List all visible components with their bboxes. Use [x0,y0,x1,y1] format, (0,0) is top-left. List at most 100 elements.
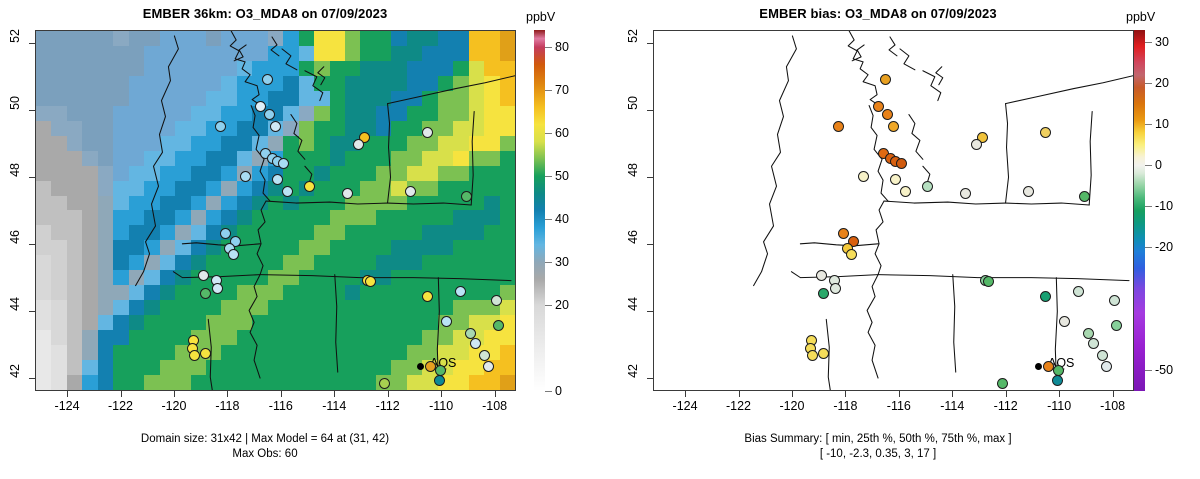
observation-marker-bias[interactable] [1058,316,1070,328]
observation-marker-model[interactable] [200,287,212,299]
observation-marker-model[interactable] [264,109,276,121]
observation-marker-bias[interactable] [1097,349,1109,361]
observation-marker-model[interactable] [479,349,491,361]
observation-marker-model[interactable] [304,180,316,192]
observation-marker-bias[interactable] [1052,374,1063,386]
observation-marker-bias[interactable] [830,282,842,294]
x-axis-label: -118 [215,399,240,413]
raster-cell [113,105,129,121]
observation-marker-model[interactable] [491,294,503,306]
observation-marker-model[interactable] [421,291,433,303]
observation-marker-model[interactable] [440,316,452,328]
observation-marker-model[interactable] [212,282,224,294]
observation-marker-bias[interactable] [1039,127,1051,139]
raster-cell [51,180,67,196]
observation-marker-model[interactable] [404,185,416,197]
observation-marker-model[interactable] [424,361,436,373]
observation-marker-bias[interactable] [982,276,994,288]
observation-marker-model[interactable] [464,328,476,339]
observation-marker-model[interactable] [272,174,284,186]
observation-marker-model[interactable] [277,157,289,169]
observation-marker-model[interactable] [240,170,252,182]
observation-marker-model[interactable] [460,190,472,202]
observation-marker-model[interactable] [359,132,371,144]
raster-cell [144,360,160,376]
observation-marker-bias[interactable] [815,269,827,281]
raster-cell [406,31,423,46]
observation-marker-model[interactable] [254,100,266,112]
raster-cell [221,270,237,286]
observation-marker-bias[interactable] [1088,338,1100,350]
raster-cell [144,150,160,166]
observation-marker-model[interactable] [421,127,433,139]
raster-cell [36,90,52,106]
observation-marker-bias[interactable] [846,249,858,261]
observation-marker-bias[interactable] [1022,185,1034,197]
observation-marker-bias[interactable] [832,120,844,132]
raster-cell [422,315,438,331]
observation-marker-bias[interactable] [895,157,907,169]
observation-marker-bias[interactable] [1110,319,1122,331]
raster-cell [298,120,315,136]
observation-marker-bias[interactable] [882,109,894,121]
observation-marker-bias[interactable] [838,227,850,239]
observation-marker-bias[interactable] [959,187,971,199]
observation-marker-bias[interactable] [1053,364,1065,376]
x-axis-tick [120,391,122,397]
observation-marker-bias[interactable] [818,287,830,299]
raster-cell [159,300,176,316]
raster-cell [468,270,485,286]
observation-marker-bias[interactable] [1078,190,1090,202]
observation-marker-bias[interactable] [847,236,859,248]
raster-cell [298,225,315,241]
observation-marker-bias[interactable] [858,170,870,182]
raster-cell [190,180,206,196]
observation-marker-bias[interactable] [818,348,830,360]
y-axis-tick [647,43,653,45]
raster-cell [113,75,129,91]
observation-marker-model[interactable] [214,120,226,132]
observation-marker-model[interactable] [492,319,504,331]
observation-marker-bias[interactable] [1101,361,1113,373]
observation-marker-model[interactable] [189,349,201,361]
observation-marker-bias[interactable] [872,100,884,112]
observation-marker-model[interactable] [220,227,232,239]
observation-marker-model[interactable] [455,286,467,298]
observation-marker-bias[interactable] [807,349,819,361]
observation-marker-model[interactable] [228,249,240,261]
observation-marker-model[interactable] [352,139,364,151]
observation-marker-bias[interactable] [1042,361,1054,373]
raster-cell [391,60,407,76]
raster-cell [267,45,284,61]
observation-marker-model[interactable] [229,236,241,248]
raster-cell [252,45,268,61]
raster-cell [66,315,83,331]
observation-marker-model[interactable] [341,187,353,199]
observation-marker-model[interactable] [379,378,391,390]
observation-marker-model[interactable] [364,276,376,288]
observation-marker-bias[interactable] [1073,286,1085,298]
raster-cell [283,90,299,106]
plot-area-model[interactable]: AQS [35,30,516,391]
observation-marker-model[interactable] [269,120,281,132]
observation-marker-bias[interactable] [899,185,911,197]
observation-marker-model[interactable] [470,338,482,350]
observation-marker-bias[interactable] [977,132,989,144]
raster-cell [453,210,469,226]
observation-marker-bias[interactable] [970,139,982,151]
observation-marker-model[interactable] [483,361,495,373]
observation-marker-bias[interactable] [1039,291,1051,303]
plot-area-bias[interactable]: AQS [653,30,1134,391]
observation-marker-model[interactable] [200,348,212,360]
observation-marker-bias[interactable] [922,180,934,192]
observation-marker-bias[interactable] [1082,328,1094,339]
observation-marker-model[interactable] [197,269,209,281]
observation-marker-model[interactable] [434,374,445,386]
observation-marker-bias[interactable] [890,174,902,186]
observation-marker-bias[interactable] [1109,294,1121,306]
observation-marker-bias[interactable] [997,378,1009,390]
observation-marker-model[interactable] [261,73,273,85]
observation-marker-bias[interactable] [887,120,899,132]
observation-marker-model[interactable] [281,185,293,197]
observation-marker-bias[interactable] [879,73,891,85]
